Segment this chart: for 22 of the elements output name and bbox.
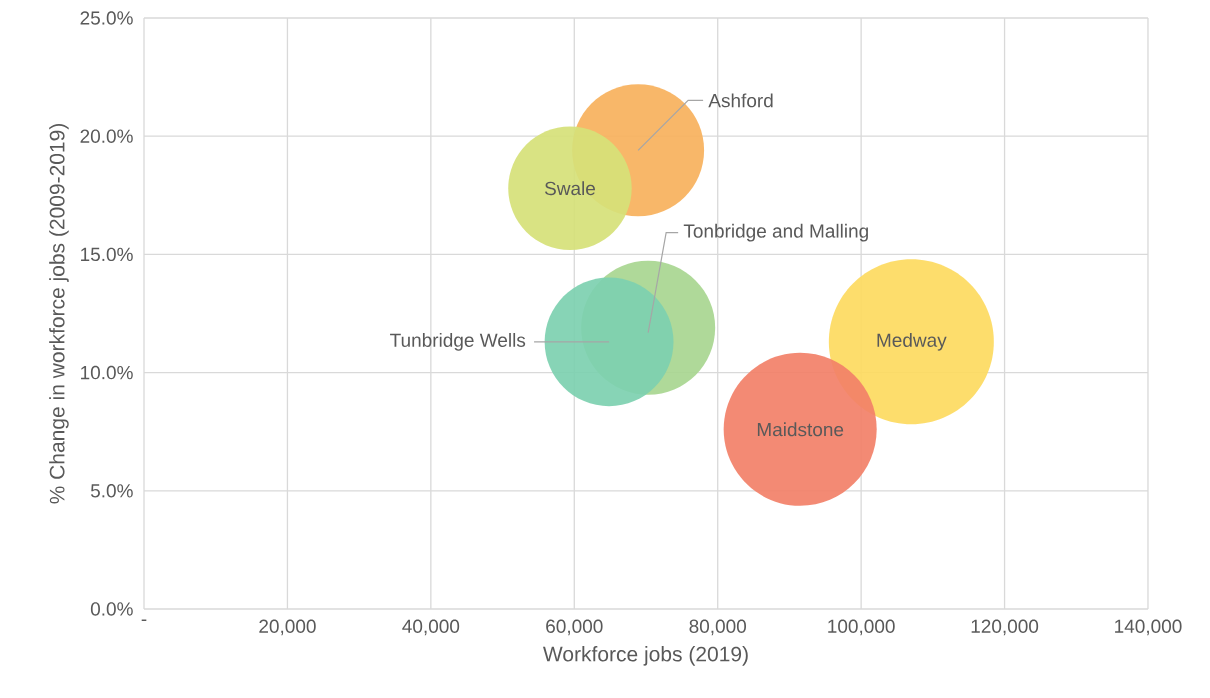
y-tick-label: 20.0% bbox=[80, 129, 133, 143]
x-tick-label: 60,000 bbox=[546, 619, 603, 636]
series-label: Ashford bbox=[708, 93, 773, 108]
x-tick-label: 80,000 bbox=[689, 619, 747, 636]
x-tick-label: 140,000 bbox=[1115, 619, 1182, 636]
x-tick-label: 100,000 bbox=[828, 619, 895, 636]
series-label: Medway bbox=[877, 333, 947, 351]
x-axis-title: Workforce jobs (2019) bbox=[543, 646, 748, 666]
y-tick-label: 15.0% bbox=[81, 247, 133, 262]
y-tick-label: 0.0% bbox=[90, 602, 133, 616]
x-tick-label: 120,000 bbox=[971, 619, 1039, 636]
x-tick-label: - bbox=[141, 619, 147, 622]
x-tick-label: 20,000 bbox=[259, 619, 316, 636]
y-tick-label: 10.0% bbox=[81, 365, 133, 380]
series-label: Swale bbox=[544, 181, 596, 196]
series-label: Tunbridge Wells bbox=[390, 333, 526, 351]
y-tick-label: 25.0% bbox=[80, 11, 133, 25]
y-axis-title: % Change in workforce jobs (2009-2019) bbox=[49, 124, 69, 504]
x-tick-label: 40,000 bbox=[402, 619, 460, 636]
series-label: Maidstone bbox=[757, 422, 844, 437]
y-tick-label: 5.0% bbox=[90, 484, 133, 498]
text: Tonbridge and Malling bbox=[683, 223, 868, 242]
